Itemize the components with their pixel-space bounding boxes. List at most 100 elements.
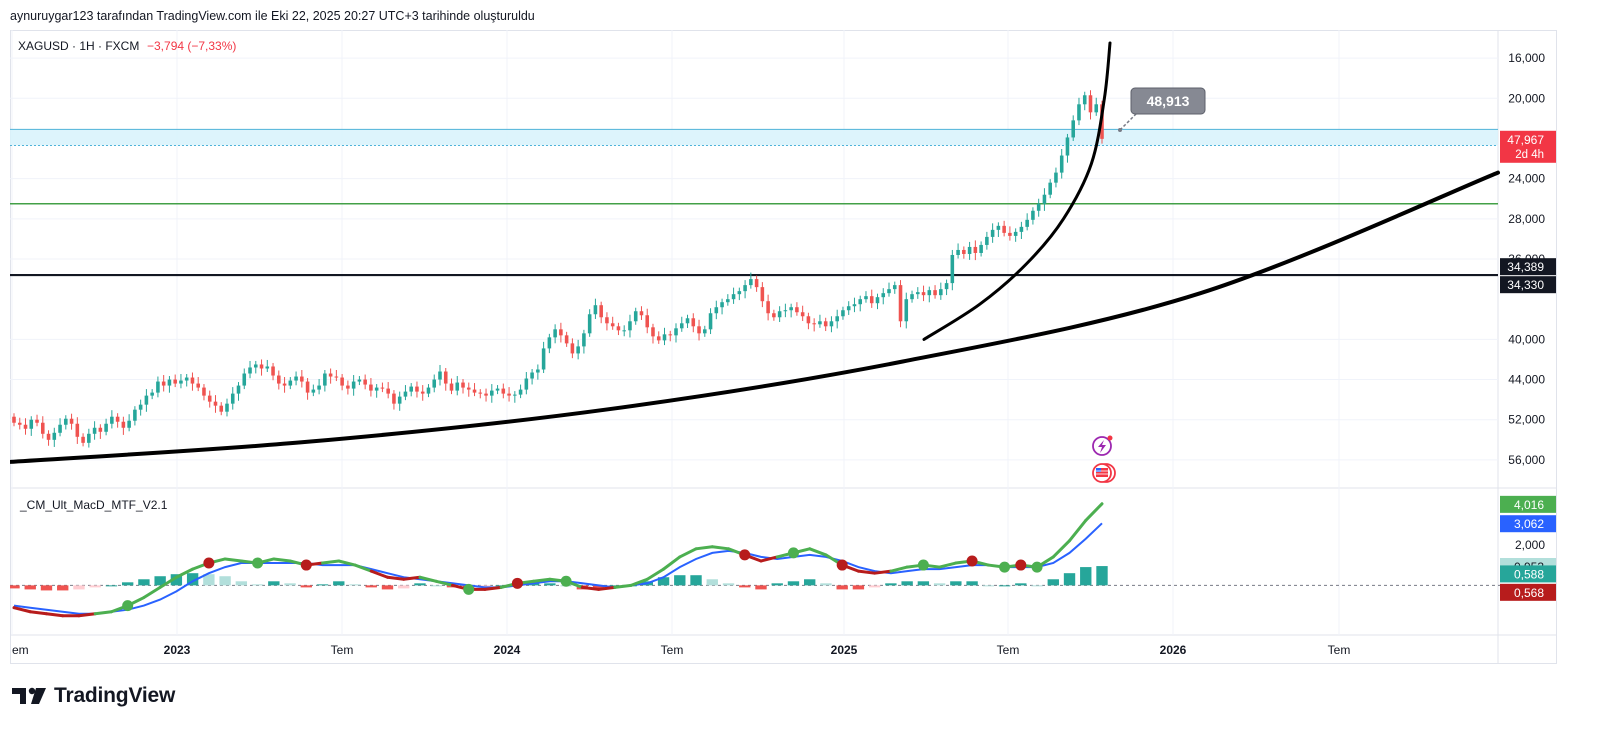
candle-body [818, 321, 822, 325]
candle-body [622, 330, 626, 332]
candle-body [795, 307, 799, 313]
candle-body [939, 289, 943, 296]
macd-histogram-bar [739, 585, 751, 588]
candle-body [58, 424, 62, 433]
price-tick-label: 28,000 [1508, 212, 1545, 226]
macd-tick-label: 2,000 [1515, 538, 1545, 552]
candle-body [110, 416, 114, 424]
macd-line-segment [873, 569, 893, 575]
candle-body [835, 316, 839, 322]
candle-body [104, 423, 108, 432]
macd-cross-dot [511, 577, 523, 589]
time-tick-label: Tem [1328, 643, 1351, 657]
candle-body [392, 393, 396, 404]
macd-tag-label: 3,062 [1514, 517, 1544, 531]
macd-histogram-bar [917, 581, 930, 586]
price-tick-label: 56,000 [1508, 453, 1545, 467]
candle-body [29, 419, 34, 429]
candle-body [962, 249, 966, 254]
candle-body [864, 296, 868, 300]
callout-label: 48,913 [1147, 93, 1190, 109]
candle-body [524, 378, 529, 390]
candle-body [1031, 210, 1035, 220]
candle-body [282, 383, 287, 386]
candle-body [691, 318, 696, 327]
macd-histogram-bar [544, 583, 556, 586]
candle-body [150, 392, 154, 396]
candle-body [46, 433, 51, 440]
price-tick-label: 40,000 [1508, 332, 1545, 346]
macd-cross-dot [560, 575, 572, 587]
resistance-zone [10, 128, 1498, 146]
event-icons[interactable] [1092, 435, 1116, 483]
candle-body [213, 401, 218, 406]
macd-tag-label: 0,568 [1514, 586, 1544, 600]
symbol-name[interactable]: XAGUSD · 1H · FXCM [18, 39, 139, 53]
candle-body [875, 297, 880, 304]
macd-line-segment [402, 575, 422, 581]
candle-body [1094, 104, 1099, 113]
candle-body [570, 343, 575, 354]
macd-cross-dot [966, 555, 978, 567]
candle-body [426, 387, 431, 394]
macd-histogram-bar [933, 583, 946, 586]
macd-line-segment [938, 561, 958, 569]
macd-histogram-bar [138, 579, 150, 586]
candle-body [495, 388, 500, 391]
macd-line-segment [77, 612, 97, 618]
candle-body [173, 379, 177, 384]
price-tag-countdown: 2d 4h [1515, 149, 1544, 161]
candle-body [1082, 95, 1087, 105]
candle-body [910, 294, 914, 300]
macd-cross-dot [203, 557, 215, 569]
macd-histogram-bar [690, 575, 702, 586]
candle-body [950, 254, 955, 284]
candle-body [1019, 226, 1024, 232]
macd-histogram-bar [8, 585, 20, 589]
candle-body [714, 307, 719, 314]
macd-tag-label: 0,588 [1514, 567, 1544, 581]
candle-body [1059, 155, 1064, 173]
macd-line-segment [44, 612, 65, 618]
candle-body [17, 422, 22, 425]
callout-box [1130, 87, 1206, 115]
price-callout[interactable]: 48,913 [1118, 87, 1206, 132]
macd-histogram-bar [89, 585, 101, 588]
candle-body [202, 387, 206, 396]
lightning-icon[interactable] [1092, 435, 1113, 456]
flag-event-icon[interactable] [1092, 463, 1116, 483]
macd-line-segment [1068, 518, 1088, 543]
candle-body [98, 427, 103, 432]
candle-body [133, 409, 137, 421]
candle-body [967, 246, 972, 254]
candle-body [610, 323, 615, 327]
macd-line-segment [710, 545, 731, 551]
publish-header: aynuruygar123 tarafından TradingView.com… [10, 9, 535, 23]
macd-line-segment [353, 563, 373, 573]
candle-body [703, 329, 707, 334]
macd-histogram-bar [950, 581, 962, 586]
macd-cross-dot [787, 547, 799, 559]
macd-histogram-bar [657, 577, 670, 586]
candle-body [144, 395, 149, 405]
indicator-name[interactable]: _CM_Ult_MacD_MTF_V2.1 [19, 498, 168, 512]
candle-body [380, 387, 385, 389]
price-tick-label: 52,000 [1508, 413, 1545, 427]
candle-body [438, 371, 442, 380]
candle-body [633, 311, 638, 322]
macd-cross-dot [463, 583, 475, 595]
macd-line-segment [808, 547, 828, 557]
candle-body [639, 311, 644, 316]
candle-body [397, 396, 402, 404]
macd-histogram-bar [998, 585, 1011, 587]
candle-body [841, 310, 845, 317]
candle-body [645, 315, 650, 328]
candle-body [184, 377, 189, 381]
macd-histogram-bar [982, 585, 995, 587]
tradingview-logo[interactable]: TradingView [12, 684, 175, 708]
candle-body [547, 337, 552, 349]
candle-body [823, 321, 828, 327]
